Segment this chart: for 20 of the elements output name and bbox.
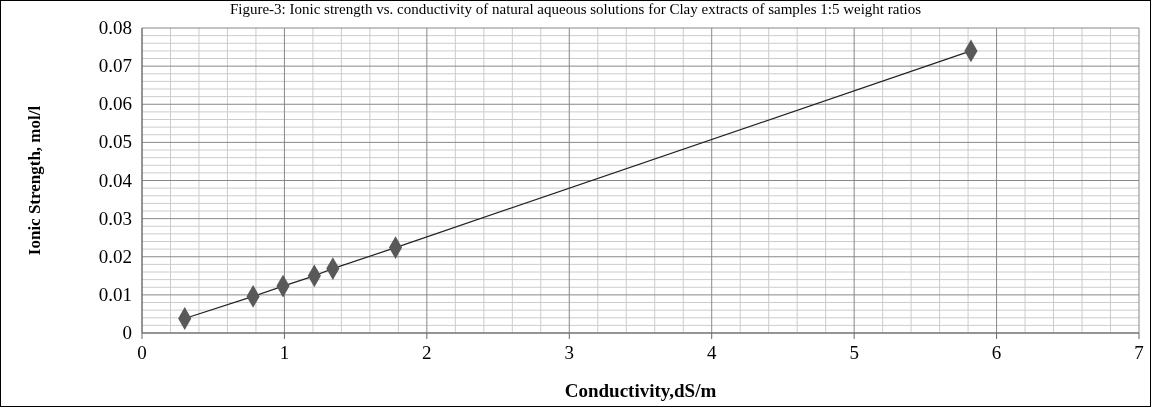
y-axis-title: Ionic Strength, mol/l xyxy=(25,105,44,256)
y-tick-label: 0.03 xyxy=(98,207,132,229)
x-tick-label: 7 xyxy=(1134,342,1144,363)
x-axis-title: Conductivity,dS/m xyxy=(564,380,717,401)
y-tick-label: 0.05 xyxy=(98,131,132,153)
chart-title: Figure-3: Ionic strength vs. conductivity of natural aqueous solutions for Clay extracts of samples 1:5 weight ratios xyxy=(229,1,922,17)
y-tick-label: 0.06 xyxy=(98,93,132,115)
x-tick-label: 0 xyxy=(137,342,147,363)
y-tick-label: 0 xyxy=(122,322,132,343)
x-tick-label: 6 xyxy=(991,342,1002,363)
x-tick-label: 3 xyxy=(564,342,575,363)
x-tick-label: 1 xyxy=(279,342,290,363)
y-tick-label: 0.04 xyxy=(98,169,133,191)
y-tick-label: 0.01 xyxy=(98,283,132,305)
y-tick-label: 0.07 xyxy=(98,55,132,77)
x-tick-label: 4 xyxy=(706,342,717,363)
x-tick-label: 2 xyxy=(422,342,432,363)
y-tick-label: 0.08 xyxy=(98,17,132,38)
x-tick-label: 5 xyxy=(849,342,859,363)
y-tick-label: 0.02 xyxy=(98,245,132,267)
